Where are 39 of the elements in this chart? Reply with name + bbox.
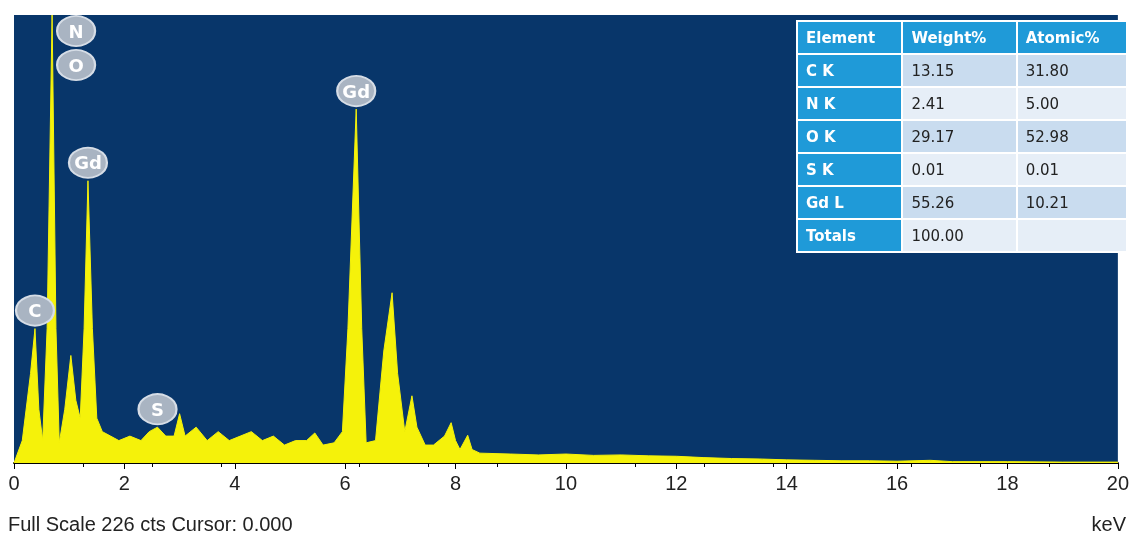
annotation: O K (797, 120, 903, 153)
annotation: Gd (74, 152, 102, 174)
annotation: 29.17 (902, 120, 1017, 153)
x-tick-label: 8 (449, 472, 462, 494)
annotation: 52.98 (1016, 120, 1127, 153)
annotation: Totals (797, 219, 903, 252)
text: Full Scale 226 cts Cursor: 0.000 (8, 513, 293, 535)
annotation: 13.15 (902, 54, 1017, 87)
x-tick-label: 18 (996, 472, 1019, 494)
annotation: 0.01 (1016, 153, 1127, 186)
x-tick-label: 4 (229, 472, 241, 494)
x-axis-title: keV (1091, 513, 1127, 535)
annotation: Element (797, 21, 903, 54)
annotation: Gd L (797, 186, 903, 219)
x-tick-label: 6 (339, 472, 351, 494)
annotation: 5.00 (1016, 87, 1127, 120)
x-tick-label: 10 (554, 472, 578, 494)
x-tick-label: 14 (775, 472, 798, 494)
annotation: 2.41 (902, 87, 1017, 120)
annotation: 55.26 (902, 186, 1017, 219)
annotation: 100.00 (902, 219, 1017, 252)
annotation: N K (797, 87, 903, 120)
x-tick-label: 2 (118, 472, 130, 494)
annotation: C (28, 300, 42, 322)
annotation: 0.01 (902, 153, 1017, 186)
annotation: N (68, 20, 84, 42)
annotation: S K (797, 153, 903, 186)
annotation: C K (797, 54, 903, 87)
x-tick-label: 12 (665, 472, 688, 494)
annotation: S (151, 398, 164, 420)
annotation: Gd (342, 80, 371, 102)
x-tick-label: 20 (1106, 472, 1129, 494)
annotation: Weight% (902, 21, 1017, 54)
x-tick-label: 0 (8, 472, 20, 494)
annotation: O (68, 54, 84, 76)
annotation: 31.80 (1016, 54, 1127, 87)
annotation: Atomic% (1016, 21, 1127, 54)
x-tick-label: 16 (885, 472, 909, 494)
annotation: 10.21 (1016, 186, 1127, 219)
